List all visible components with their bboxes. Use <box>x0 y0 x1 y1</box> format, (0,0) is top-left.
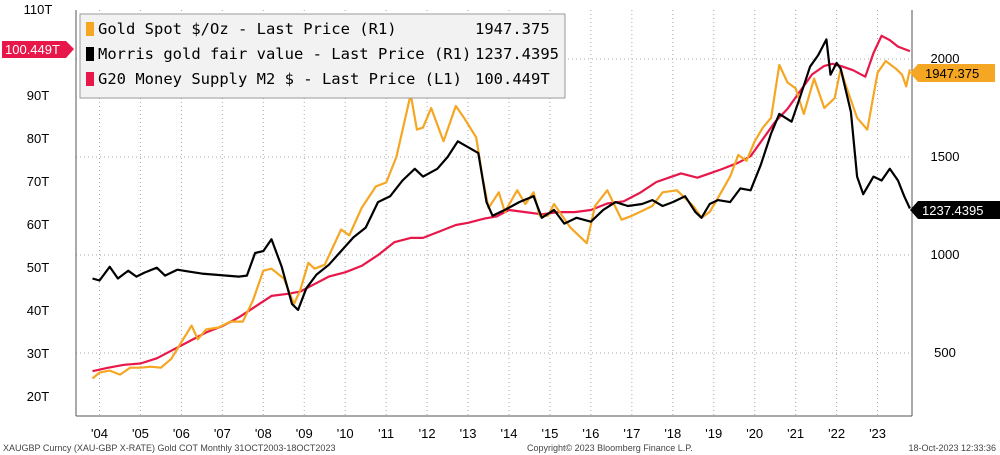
right-gold-tag-text: 1947.375 <box>925 66 979 81</box>
x-tick-label: '09 <box>296 426 313 441</box>
gridlines <box>75 10 913 417</box>
x-tick-label: '06 <box>173 426 190 441</box>
x-tick-label: '04 <box>91 426 108 441</box>
footer-right: 18-Oct-2023 12:33:36 <box>908 443 996 453</box>
left-tick-label: 40T <box>27 303 49 318</box>
x-tick-label: '18 <box>664 426 681 441</box>
right-gold-tag: 1947.375 <box>910 64 995 82</box>
left-tick-label: 20T <box>27 389 49 404</box>
right-tick-label: 1500 <box>931 149 960 164</box>
right-axis-ticks: 500 1000 1500 2000 <box>931 51 960 360</box>
right-tick-label: 1000 <box>931 247 960 262</box>
right-fair-tag: 1237.4395 <box>910 201 1000 219</box>
x-tick-label: '10 <box>337 426 354 441</box>
legend-box <box>79 13 566 99</box>
legend-swatch-gold <box>86 22 94 36</box>
x-tick-label: '19 <box>705 426 722 441</box>
x-tick-label: '17 <box>623 426 640 441</box>
left-tag-text: 100.449T <box>5 42 60 57</box>
left-tick-label: 90T <box>27 88 49 103</box>
x-tick-label: '20 <box>746 426 763 441</box>
x-tick-label: '12 <box>419 426 436 441</box>
x-tick-label: '08 <box>255 426 272 441</box>
x-tick-label: '13 <box>460 426 477 441</box>
footer-center: Copyright© 2023 Bloomberg Finance L.P. <box>527 443 693 453</box>
x-tick-label: '14 <box>501 426 518 441</box>
right-fair-tag-text: 1237.4395 <box>922 203 983 218</box>
left-axis-ticks: 20T30T40T50T60T70T80T90T100T110T <box>23 2 53 404</box>
x-tick-label: '21 <box>787 426 804 441</box>
legend-gold-last: 1947.375 <box>475 20 550 38</box>
x-tick-label: '15 <box>541 426 558 441</box>
right-tick-label: 2000 <box>931 51 960 66</box>
left-tick-label: 110T <box>24 2 53 17</box>
right-tick-label: 500 <box>934 345 956 360</box>
legend: Gold Spot $/Oz - Last Price (R1) 1947.37… <box>79 13 566 99</box>
left-tick-label: 60T <box>27 217 49 232</box>
legend-swatch-fair <box>86 47 94 61</box>
x-tick-label: '23 <box>869 426 886 441</box>
x-tick-label: '22 <box>828 426 845 441</box>
x-tick-label: '07 <box>214 426 231 441</box>
footer-left: XAUGBP Curncy (XAU-GBP X-RATE) Gold COT … <box>3 443 335 453</box>
legend-m2-label: G20 Money Supply M2 $ - Last Price (L1) <box>98 70 462 88</box>
series-line-m2 <box>92 34 911 373</box>
series-lines <box>91 34 911 380</box>
legend-swatch-m2 <box>86 72 94 86</box>
series-line-gold <box>91 59 911 380</box>
legend-gold-label: Gold Spot $/Oz - Last Price (R1) <box>98 20 397 38</box>
left-tick-label: 30T <box>27 346 49 361</box>
left-tick-label: 80T <box>27 131 49 146</box>
x-tick-label: '16 <box>582 426 599 441</box>
left-last-value-tag: 100.449T <box>2 41 74 58</box>
x-tick-label: '11 <box>378 426 394 441</box>
left-tick-label: 70T <box>27 174 49 189</box>
legend-fair-label: Morris gold fair value - Last Price (R1) <box>98 45 471 63</box>
x-axis-ticks: '04 '05 '06 '07 '08 '09 '10 '11 '12 '13 '14 '15 '16 '… <box>91 426 886 441</box>
left-tick-label: 50T <box>27 260 49 275</box>
x-tick-label: '05 <box>132 426 149 441</box>
series-line-fair <box>92 38 911 311</box>
legend-m2-last: 100.449T <box>475 70 550 88</box>
legend-fair-last: 1237.4395 <box>475 45 559 63</box>
